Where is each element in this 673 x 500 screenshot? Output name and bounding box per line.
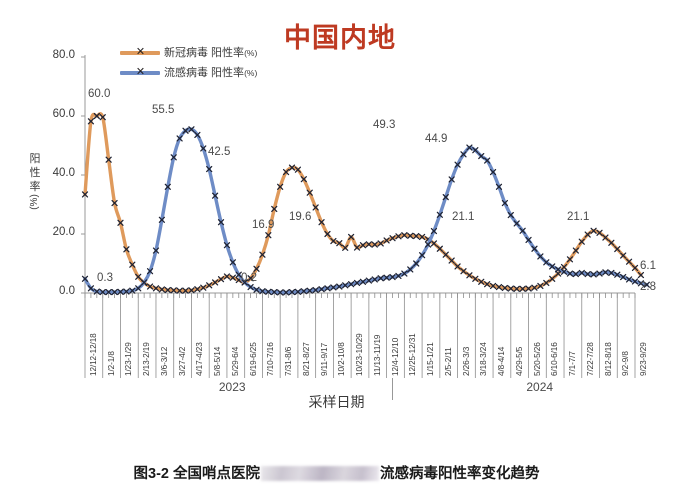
x-tick-label: 2/26-3/3 (461, 346, 471, 376)
x-tick-label: 7/31-8/6 (284, 346, 294, 376)
x-tick-label: 4/8-4/14 (497, 346, 507, 376)
legend-swatch-influenza: ✕ (120, 66, 160, 78)
x-tick-label: 10/23-10/29 (355, 333, 365, 376)
x-tick-label: 4/29-5/5 (514, 346, 524, 376)
data-label: 0.2 (241, 272, 257, 284)
data-label: 49.3 (373, 119, 396, 131)
year-label: 2024 (526, 380, 554, 394)
x-tick-label: 7/10-7/16 (266, 342, 276, 376)
x-tick-label: 5/8-5/14 (213, 346, 223, 376)
data-label: 21.1 (452, 211, 475, 223)
series-influenza (81, 126, 650, 296)
data-label: 2.8 (640, 281, 656, 293)
x-tick-label: 8/12-8/18 (603, 342, 613, 376)
legend-label-influenza: 流感病毒 阳性率(%) (164, 67, 258, 79)
x-tick-label: 1/23-1/29 (124, 342, 134, 376)
x-tick-label: 11/13-11/19 (372, 334, 382, 376)
x-tick-label: 8/21-8/27 (301, 342, 311, 376)
series-covid (81, 112, 645, 294)
y-tick-label: 0.0 (59, 285, 75, 297)
x-tick-label: 9/23-9/29 (639, 342, 648, 376)
y-tick-label: 20.0 (52, 226, 75, 238)
figure-caption: 图3-2 全国哨点医院 流感病毒阳性率变化趋势 (0, 462, 673, 483)
legend-item-covid[interactable]: ✕ 新冠病毒 阳性率(%) (120, 42, 257, 62)
legend-item-influenza[interactable]: ✕ 流感病毒 阳性率(%) (120, 62, 257, 82)
chart-legend: ✕ 新冠病毒 阳性率(%) ✕ 流感病毒 阳性率(%) (120, 42, 257, 82)
x-tick-label: 4/17-4/23 (195, 342, 205, 376)
data-label: 42.5 (208, 146, 231, 158)
x-tick-label: 1/15-1/21 (426, 342, 436, 376)
x-axis-title: 采样日期 (308, 394, 365, 410)
x-tick-label: 7/22-7/28 (585, 342, 595, 376)
data-label: 55.5 (152, 104, 175, 116)
x-tick-label: 9/11-9/17 (319, 342, 329, 376)
x-tick-label: 12/12-12/18 (89, 333, 98, 376)
x-tick-label: 5/20-5/26 (532, 342, 542, 376)
data-label: 21.1 (567, 211, 590, 223)
x-tick-label: 3/18-3/24 (479, 342, 489, 376)
y-tick-label: 40.0 (52, 167, 75, 179)
data-label: 6.1 (640, 260, 656, 272)
x-tick-label: 9/2-9/8 (621, 351, 631, 376)
y-tick-label: 80.0 (52, 49, 75, 61)
x-tick-label: 7/1-7/7 (568, 351, 578, 376)
data-label: 44.9 (425, 133, 448, 145)
chart-title: 中国内地 (284, 23, 396, 53)
y-axis-title: 阳 性 率 (%) (29, 153, 41, 210)
redacted-block (261, 466, 379, 481)
caption-suffix: 流感病毒阳性率变化趋势 (380, 466, 540, 482)
data-label: 0.3 (97, 272, 113, 284)
x-tick-label: 6/19-6/25 (248, 342, 258, 376)
x-tick-label: 2/13-2/19 (142, 342, 152, 376)
x-tick-label: 5/29-6/4 (230, 346, 240, 376)
y-axis-unit: (%) (29, 194, 40, 210)
x-tick-label: 6/10-6/16 (550, 342, 560, 376)
year-label: 2023 (218, 380, 246, 394)
legend-swatch-covid: ✕ (120, 46, 160, 58)
x-tick-label: 12/25-12/31 (408, 333, 418, 376)
data-label: 60.0 (88, 88, 111, 100)
x-tick-label: 3/6-3/12 (159, 346, 169, 376)
x-tick-label: 2/5-2/11 (443, 347, 453, 376)
x-tick-label: 10/2-10/8 (337, 342, 347, 376)
caption-prefix: 图3-2 全国哨点医院 (133, 466, 261, 482)
y-tick-label: 60.0 (52, 108, 75, 120)
data-label: 16.9 (252, 219, 275, 231)
legend-label-covid: 新冠病毒 阳性率(%) (164, 47, 258, 59)
data-label: 19.6 (289, 211, 312, 223)
x-tick-label: 12/4-12/10 (390, 337, 400, 376)
x-tick-label: 3/27-4/2 (177, 346, 187, 376)
x-tick-label: 1/2-1/8 (106, 351, 116, 376)
